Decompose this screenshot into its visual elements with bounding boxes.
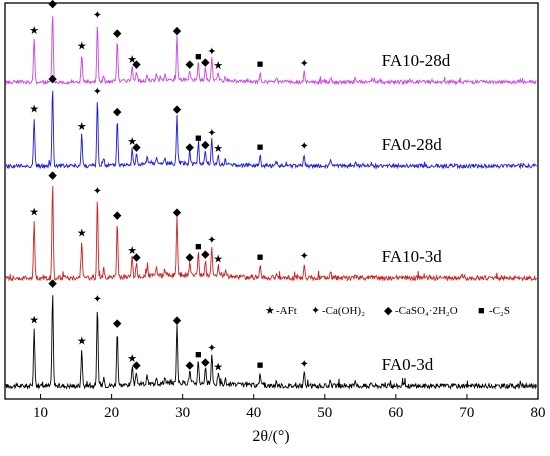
series-label-fa0-28d: FA0-28d — [382, 135, 443, 154]
phase-marker-fa10-28d-16: ★ — [213, 60, 223, 72]
phase-marker-fa10-3d-12: ◆ — [186, 251, 195, 263]
phase-marker-fa0-3d-18: ■ — [257, 359, 264, 371]
x-tick-label-20: 20 — [104, 405, 119, 421]
series-label-fa10-28d: FA10-28d — [382, 51, 451, 70]
legend-label-c2s: -C₂S — [489, 305, 510, 317]
phase-marker-fa0-3d-15: ✦ — [207, 343, 216, 355]
phase-marker-fa10-3d-18: ■ — [257, 251, 264, 263]
phase-marker-fa10-28d-5: ◆ — [113, 27, 122, 39]
phase-marker-fa0-3d-3: ✦ — [93, 293, 102, 305]
phase-marker-fa10-3d-15: ✦ — [207, 235, 216, 247]
phase-marker-fa0-28d-7: ◆ — [132, 141, 141, 153]
phase-marker-fa10-3d-1: ◆ — [48, 170, 57, 182]
phase-marker-fa10-28d-2: ★ — [77, 41, 87, 53]
phase-marker-fa0-3d-13: ■ — [195, 349, 202, 361]
phase-marker-fa0-3d-0: ★ — [29, 314, 39, 326]
phase-marker-fa10-3d-2: ★ — [77, 227, 87, 239]
series-line-fa10-3d — [5, 185, 537, 282]
phase-marker-fa0-3d-12: ◆ — [186, 359, 195, 371]
phase-marker-fa0-28d-16: ★ — [213, 143, 223, 155]
phase-marker-fa0-3d-5: ◆ — [113, 317, 122, 329]
x-tick-label-40: 40 — [246, 405, 261, 421]
phase-marker-fa10-28d-20: ✦ — [300, 58, 309, 70]
x-tick-label-30: 30 — [175, 405, 190, 421]
phase-marker-fa0-28d-3: ✦ — [93, 86, 102, 98]
legend-symbol-c2s: ■ — [478, 305, 485, 317]
phase-marker-layer: ★◆★✦◆★◆◆◆■◆✦★ ■ ✦★◆★✦◆★◆◆◆■◆✦★ ■ ✦★◆★✦◆★◆◆◆■… — [29, 0, 309, 374]
phase-marker-fa0-28d-6: ★ — [127, 136, 137, 148]
legend-symbol-caso4: ◆ — [384, 305, 393, 317]
phase-marker-fa10-28d-6: ★ — [127, 54, 137, 66]
phase-marker-fa0-28d-12: ◆ — [186, 141, 195, 153]
phase-marker-fa10-28d-1: ◆ — [48, 0, 57, 10]
x-tick-label-50: 50 — [317, 405, 332, 421]
series-label-fa0-3d: FA0-3d — [382, 355, 434, 374]
legend-label-caoh2: -Ca(OH)₂ — [322, 305, 365, 317]
phase-marker-fa0-28d-2: ★ — [77, 121, 87, 133]
legend-symbol-caoh2: ✦ — [311, 305, 320, 317]
phase-marker-fa0-28d-20: ✦ — [300, 141, 309, 153]
phase-marker-fa10-3d-5: ◆ — [113, 209, 122, 221]
x-tick-label-10: 10 — [33, 405, 48, 421]
phase-marker-fa10-28d-13: ■ — [195, 51, 202, 63]
phase-marker-fa0-3d-2: ★ — [77, 335, 87, 347]
phase-marker-fa10-28d-18: ■ — [257, 59, 264, 71]
phase-marker-fa10-28d-12: ◆ — [186, 59, 195, 71]
legend-label-aft: -AFt — [276, 305, 297, 317]
phase-marker-fa0-3d-11: ◆ — [173, 314, 182, 326]
series-line-fa10-28d — [5, 16, 537, 86]
phase-marker-fa10-28d-14: ◆ — [201, 56, 210, 68]
phase-marker-fa0-28d-5: ◆ — [113, 106, 122, 118]
series-line-fa0-3d — [5, 295, 537, 391]
phase-marker-fa0-28d-1: ◆ — [48, 73, 57, 85]
phase-marker-fa0-3d-1: ◆ — [48, 278, 57, 290]
phase-marker-fa10-3d-6: ★ — [127, 245, 137, 257]
legend-symbol-aft: ★ — [265, 305, 275, 317]
x-axis-ticks: 10 20 30 40 50 60 70 80 — [33, 394, 546, 421]
phase-marker-fa10-28d-0: ★ — [29, 25, 39, 37]
phase-marker-fa0-28d-13: ■ — [195, 133, 202, 145]
series-labels: FA0-3d FA10-3d FA0-28d FA10-28d — [382, 51, 451, 374]
phase-marker-fa10-28d-3: ✦ — [93, 10, 102, 22]
phase-marker-fa0-3d-14: ◆ — [201, 356, 210, 368]
phase-marker-fa10-3d-11: ◆ — [173, 206, 182, 218]
phase-marker-fa0-28d-0: ★ — [29, 104, 39, 116]
phase-marker-fa0-3d-6: ★ — [127, 353, 137, 365]
phase-marker-fa0-28d-11: ◆ — [173, 104, 182, 116]
phase-marker-fa10-28d-7: ◆ — [132, 59, 141, 71]
legend-label-caso4: -CaSO₄·2H₂O — [395, 305, 458, 317]
phase-marker-fa10-3d-16: ★ — [213, 254, 223, 266]
phase-marker-fa10-3d-13: ■ — [195, 241, 202, 253]
x-tick-label-80: 80 — [531, 405, 546, 421]
series-layer — [5, 16, 537, 391]
phase-marker-fa10-3d-3: ✦ — [93, 185, 102, 197]
phase-marker-fa10-3d-20: ✦ — [300, 250, 309, 262]
phase-marker-fa0-28d-14: ◆ — [201, 139, 210, 151]
x-tick-label-60: 60 — [388, 405, 403, 421]
phase-marker-fa0-28d-18: ■ — [257, 141, 264, 153]
phase-marker-fa10-28d-15: ✦ — [207, 46, 216, 58]
plot-frame — [4, 2, 539, 400]
series-label-fa10-3d: FA10-3d — [382, 247, 443, 266]
phase-marker-fa0-28d-15: ✦ — [207, 127, 216, 139]
phase-marker-fa0-3d-20: ✦ — [300, 358, 309, 370]
phase-marker-fa10-28d-11: ◆ — [173, 25, 182, 37]
phase-marker-fa0-3d-16: ★ — [213, 362, 223, 374]
phase-marker-fa10-3d-7: ◆ — [132, 251, 141, 263]
legend: ★ -AFt ✦ -Ca(OH)₂ ◆ -CaSO₄·2H₂O ■ -C₂S — [265, 305, 510, 317]
series-line-fa0-28d — [5, 90, 537, 170]
phase-marker-fa10-3d-0: ★ — [29, 206, 39, 218]
x-axis-title: 2θ/(°) — [252, 428, 289, 445]
x-tick-label-70: 70 — [459, 405, 474, 421]
phase-marker-fa10-3d-14: ◆ — [201, 248, 210, 260]
phase-marker-fa0-3d-7: ◆ — [132, 359, 141, 371]
